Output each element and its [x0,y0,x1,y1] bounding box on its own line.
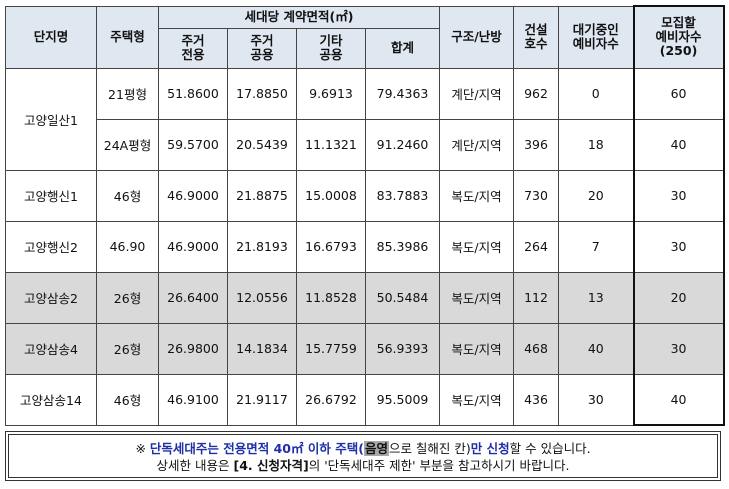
cell-private: 46.9000 [158,169,228,222]
cell-other: 15.7759 [296,322,366,375]
cell-private: 51.8600 [158,67,228,120]
header-structure: 구조/난방 [439,5,515,69]
cell-total: 83.7883 [364,169,441,222]
cell-built: 264 [513,220,560,273]
cell-complex: 고양일산1 [5,67,97,171]
cell-other: 11.1321 [296,118,366,171]
cell-other: 11.8528 [296,271,366,324]
header-area-other: 기타 공용 [296,27,366,69]
cell-type: 46형 [96,373,159,426]
cell-common: 21.9117 [227,373,297,426]
table-row: 고양행신1 46형 46.9000 21.8875 15.0008 83.788… [5,169,725,222]
cell-complex: 고양삼송4 [5,322,97,375]
cell-common: 17.8850 [227,67,297,120]
header-recruit-reserves: 모집할 예비자수 (250) [632,5,725,69]
cell-structure: 계단/지역 [439,67,515,120]
cell-waiting: 40 [558,322,635,375]
cell-total: 85.3986 [364,220,441,273]
header-area-private: 주거 전용 [158,27,228,69]
reserve-recruitment-table: 단지명 주택형 세대당 계약면적(㎡) 구조/난방 건설 호수 대기중인 예비자수 … [5,5,725,426]
notice-plain-b: 으로 칠해진 칸)만 신청 [388,441,510,456]
qualification-ref: [4. 신청자격] [233,458,309,473]
cell-built: 730 [513,169,560,222]
header-waiting-reserves: 대기중인 예비자수 [558,5,635,69]
cell-other: 15.0008 [296,169,366,222]
cell-private: 46.9000 [158,220,228,273]
cell-other: 9.6913 [296,67,366,120]
header-area-group: 세대당 계약면적(㎡) [157,5,441,29]
notice-highlight-a: 단독세대주는 전용면적 40㎡ 이하 주택( [149,441,364,456]
cell-built: 962 [513,67,560,120]
cell-complex: 고양삼송14 [5,373,97,426]
notice-line-2: 상세한 내용은 [4. 신청자격]의 '단독세대주 제한' 부분을 참고하시기 … [156,458,570,473]
notice-box: ※ 단독세대주는 전용면적 40㎡ 이하 주택(음영으로 칠해진 칸)만 신청할… [5,431,721,481]
cell-recruit: 30 [632,220,725,273]
header-built-units: 건설 호수 [513,5,560,69]
cell-structure: 복도/지역 [439,322,515,375]
cell-built: 112 [513,271,560,324]
cell-structure: 계단/지역 [439,118,515,171]
cell-total: 91.2460 [364,118,441,171]
cell-recruit: 40 [632,118,725,171]
cell-built: 468 [513,322,560,375]
cell-other: 16.6793 [296,220,366,273]
cell-total: 56.9393 [364,322,441,375]
cell-complex: 고양행신1 [5,169,97,222]
cell-type: 46.90 [96,220,159,273]
cell-waiting: 30 [558,373,635,426]
cell-total: 79.4363 [364,67,441,120]
cell-complex: 고양행신2 [5,220,97,273]
cell-recruit: 30 [632,322,725,375]
cell-waiting: 18 [558,118,635,171]
table-row: 고양삼송14 46형 46.9100 21.9117 26.6792 95.50… [5,373,725,426]
cell-total: 50.5484 [364,271,441,324]
header-area-total: 합계 [364,27,441,69]
table-row-shaded: 고양삼송2 26형 26.6400 12.0556 11.8528 50.548… [5,271,725,324]
cell-total: 95.5009 [364,373,441,426]
cell-structure: 복도/지역 [439,373,515,426]
cell-common: 21.8875 [227,169,297,222]
cell-type: 21평형 [96,67,159,120]
cell-waiting: 20 [558,169,635,222]
reference-mark: ※ [135,441,146,456]
cell-type: 26형 [96,271,159,324]
cell-waiting: 13 [558,271,635,324]
cell-private: 46.9100 [158,373,228,426]
cell-recruit: 60 [632,67,725,120]
notice-line-1: ※ 단독세대주는 전용면적 40㎡ 이하 주택(음영으로 칠해진 칸)만 신청할… [9,440,717,457]
cell-type: 46형 [96,169,159,222]
cell-structure: 복도/지역 [439,169,515,222]
notice-text: ※ 단독세대주는 전용면적 40㎡ 이하 주택(음영으로 칠해진 칸)만 신청할… [8,434,718,478]
cell-common: 20.5439 [227,118,297,171]
cell-type: 26형 [96,322,159,375]
cell-built: 396 [513,118,560,171]
cell-common: 12.0556 [227,271,297,324]
cell-structure: 복도/지역 [439,271,515,324]
cell-type: 24A평형 [96,118,159,171]
table-row: 고양일산1 21평형 51.8600 17.8850 9.6913 79.436… [5,67,725,171]
cell-recruit: 40 [632,373,725,426]
cell-common: 14.1834 [227,322,297,375]
cell-private: 26.6400 [158,271,228,324]
header-complex: 단지명 [5,5,97,69]
cell-other: 26.6792 [296,373,366,426]
cell-common: 21.8193 [227,220,297,273]
cell-complex: 고양삼송2 [5,271,97,324]
header-area-common: 주거 공용 [227,27,297,69]
cell-private: 26.9800 [158,322,228,375]
cell-recruit: 20 [632,271,725,324]
cell-private: 59.5700 [158,118,228,171]
cell-waiting: 7 [558,220,635,273]
cell-built: 436 [513,373,560,426]
table-row-shaded: 고양삼송4 26형 26.9800 14.1834 15.7759 56.939… [5,322,725,375]
cell-recruit: 30 [632,169,725,222]
notice-plain-c: 할 수 있습니다. [509,441,591,456]
table-row: 24A평형 59.5700 20.5439 11.1321 91.2460 계단… [6,118,725,171]
shade-sample: 음영 [363,441,389,456]
cell-waiting: 0 [558,67,635,120]
header-house-type: 주택형 [96,5,159,69]
cell-structure: 복도/지역 [439,220,515,273]
table-row: 고양행신2 46.90 46.9000 21.8193 16.6793 85.3… [5,220,725,273]
